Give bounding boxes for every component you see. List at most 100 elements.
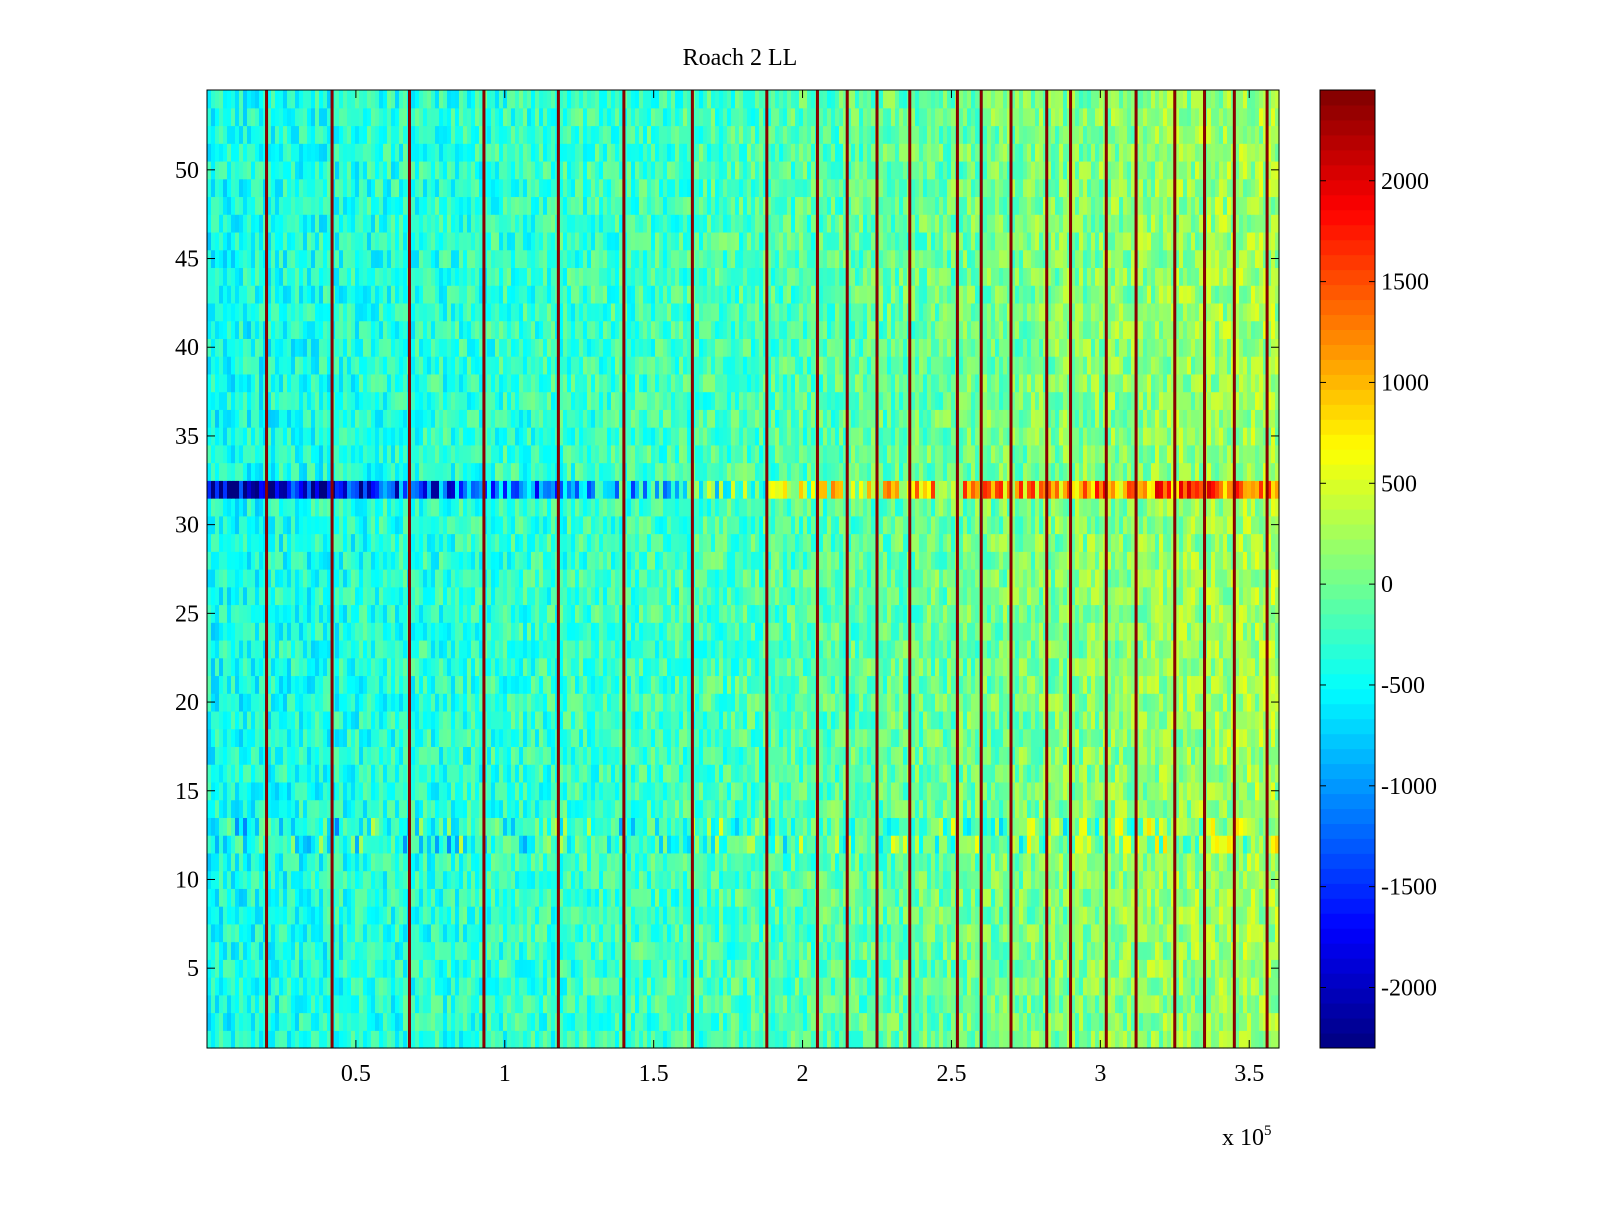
heat-cell bbox=[647, 728, 652, 748]
heat-cell bbox=[519, 888, 524, 907]
heat-cell bbox=[227, 799, 232, 818]
heat-cell bbox=[799, 852, 804, 872]
heat-cell bbox=[215, 728, 220, 748]
heat-cell bbox=[859, 710, 864, 730]
heat-cell bbox=[835, 888, 840, 907]
heat-cell bbox=[403, 941, 408, 960]
heat-cell bbox=[1023, 852, 1028, 872]
heat-cell bbox=[1275, 817, 1280, 836]
heat-cell bbox=[783, 852, 788, 872]
heat-cell bbox=[1179, 870, 1184, 889]
heat-cell bbox=[935, 888, 940, 907]
heat-cell bbox=[603, 994, 608, 1014]
heat-cell bbox=[1175, 817, 1180, 836]
heat-cell bbox=[619, 852, 624, 872]
heat-cell bbox=[1155, 817, 1160, 836]
heat-cell bbox=[515, 852, 520, 872]
heat-cell bbox=[995, 870, 1000, 889]
heat-cell bbox=[467, 764, 472, 783]
heat-cell bbox=[415, 923, 420, 943]
heat-cell bbox=[1199, 728, 1204, 748]
heat-cell bbox=[591, 764, 596, 783]
heat-cell bbox=[1123, 1012, 1128, 1031]
heat-cell bbox=[531, 799, 536, 818]
heat-cell bbox=[723, 746, 728, 765]
heat-cell bbox=[431, 710, 436, 730]
heat-cell bbox=[751, 923, 756, 943]
heat-cell bbox=[803, 746, 808, 765]
heat-cell bbox=[359, 746, 364, 765]
heat-cell bbox=[595, 1030, 600, 1049]
heat-cell bbox=[1011, 835, 1016, 854]
heat-cell bbox=[371, 746, 376, 765]
heat-cell bbox=[451, 781, 456, 801]
heat-cell bbox=[679, 959, 684, 978]
heat-cell bbox=[419, 710, 424, 730]
heat-cell bbox=[887, 852, 892, 872]
heat-cell bbox=[771, 799, 776, 818]
heat-cell bbox=[739, 977, 744, 996]
heat-cell bbox=[723, 977, 728, 996]
heat-cell bbox=[327, 764, 332, 783]
heat-cell bbox=[827, 781, 832, 801]
heat-cell bbox=[719, 728, 724, 748]
heat-cell bbox=[851, 728, 856, 748]
heat-cell bbox=[207, 852, 212, 872]
heat-cell bbox=[1263, 746, 1268, 765]
heat-cell bbox=[439, 710, 444, 730]
heat-cell bbox=[1223, 746, 1228, 765]
heat-cell bbox=[1187, 1012, 1192, 1031]
heat-cell bbox=[319, 710, 324, 730]
heat-cell bbox=[699, 870, 704, 889]
heat-cell bbox=[499, 746, 504, 765]
heat-cell bbox=[351, 906, 356, 925]
heat-cell bbox=[643, 781, 648, 801]
heat-cell bbox=[235, 906, 240, 925]
heat-cell bbox=[1115, 923, 1120, 943]
heat-cell bbox=[323, 906, 328, 925]
heat-cell bbox=[387, 870, 392, 889]
heat-cell bbox=[1183, 977, 1188, 996]
heat-cell bbox=[831, 923, 836, 943]
heat-cell bbox=[431, 959, 436, 978]
heat-cell bbox=[439, 781, 444, 801]
heat-cell bbox=[931, 994, 936, 1014]
heat-cell bbox=[839, 959, 844, 978]
heat-cell bbox=[959, 746, 964, 765]
heat-cell bbox=[431, 906, 436, 925]
heat-cell bbox=[443, 746, 448, 765]
heat-cell bbox=[1151, 906, 1156, 925]
heat-cell bbox=[1131, 888, 1136, 907]
heat-cell bbox=[887, 799, 892, 818]
heat-cell bbox=[991, 906, 996, 925]
heat-cell bbox=[1091, 746, 1096, 765]
heat-cell bbox=[303, 852, 308, 872]
heat-cell bbox=[599, 835, 604, 854]
heat-cell bbox=[991, 994, 996, 1014]
heat-cell bbox=[751, 764, 756, 783]
heat-cell bbox=[1159, 781, 1164, 801]
heat-cell bbox=[719, 959, 724, 978]
heat-cell bbox=[1079, 1030, 1084, 1049]
heat-cell bbox=[927, 870, 932, 889]
heat-cell bbox=[287, 817, 292, 836]
heat-cell bbox=[367, 764, 372, 783]
heat-cell bbox=[883, 923, 888, 943]
heat-cell bbox=[631, 941, 636, 960]
heat-cell bbox=[739, 994, 744, 1014]
heat-cell bbox=[519, 710, 524, 730]
heat-cell bbox=[1019, 870, 1024, 889]
heat-cell bbox=[695, 923, 700, 943]
heat-cell bbox=[1143, 870, 1148, 889]
heat-cell bbox=[503, 959, 508, 978]
heat-cell bbox=[939, 994, 944, 1014]
heat-cell bbox=[1179, 906, 1184, 925]
heat-cell bbox=[255, 923, 260, 943]
heat-cell bbox=[1111, 906, 1116, 925]
heat-cell bbox=[575, 728, 580, 748]
heat-cell bbox=[719, 764, 724, 783]
heat-cell bbox=[847, 1030, 852, 1049]
heat-cell bbox=[859, 1012, 864, 1031]
heat-cell bbox=[359, 852, 364, 872]
heat-cell bbox=[843, 835, 848, 854]
